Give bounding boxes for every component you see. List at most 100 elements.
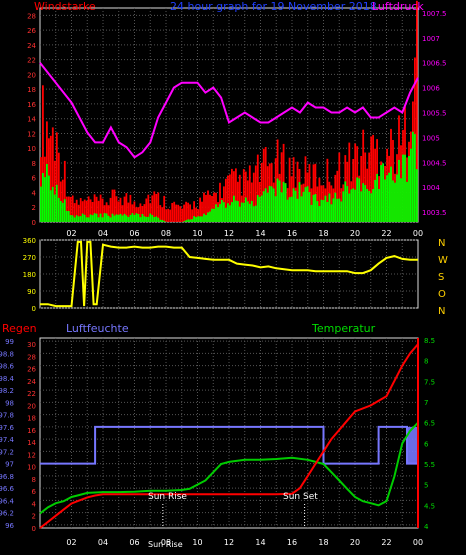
wind-tick-label: 10 xyxy=(27,145,36,153)
wind-avg-bar xyxy=(225,207,227,222)
wind-gust-bar xyxy=(201,201,203,222)
pressure-tick-label: 1003.5 xyxy=(422,209,447,217)
humidity-tick-label: 96 xyxy=(5,522,14,530)
wind-avg-bar xyxy=(238,206,241,222)
humidity-tick-label: 98.6 xyxy=(0,363,15,371)
wind-avg-bar xyxy=(48,175,50,222)
wind-avg-bar xyxy=(360,191,363,222)
wind-avg-bar xyxy=(324,195,327,222)
wind-avg-bar xyxy=(378,189,380,222)
wind-gust-bar xyxy=(163,195,166,222)
wind-gust-bar xyxy=(85,200,88,222)
rain-tick-label: 14 xyxy=(27,439,36,447)
wind-gust-bar xyxy=(360,156,363,222)
humidity-tick-label: 96.8 xyxy=(0,473,14,481)
wind-avg-bar xyxy=(260,195,263,222)
wind-gust-bar xyxy=(191,209,193,222)
wind-avg-bar xyxy=(398,159,400,222)
wind-avg-bar xyxy=(89,214,92,222)
wind-avg-bar xyxy=(71,215,74,222)
time-tick-label: 22 xyxy=(381,229,391,238)
direction-tick-label: 90 xyxy=(27,288,36,296)
wind-avg-bar xyxy=(352,188,355,222)
rain-tick-label: 6 xyxy=(32,488,37,496)
humidity-tick-label: 97.2 xyxy=(0,448,14,456)
sunrise-axis-label: Sun Rise xyxy=(148,540,183,549)
wind-avg-bar xyxy=(370,193,373,222)
time-tick-label: 04 xyxy=(98,229,108,238)
temperature-tick-label: 4 xyxy=(424,523,429,531)
wind-avg-bar xyxy=(42,173,44,222)
wind-avg-bar xyxy=(99,213,102,222)
wind-gust-bar xyxy=(165,209,168,222)
wind-gust-bar xyxy=(89,199,92,222)
wind-avg-bar xyxy=(356,177,359,222)
time-tick-label: 06 xyxy=(129,229,139,238)
wind-gust-bar xyxy=(147,194,150,222)
wind-avg-bar xyxy=(406,181,408,222)
temperature-line xyxy=(39,422,419,515)
wind-avg-bar xyxy=(272,188,275,222)
wind-avg-bar xyxy=(209,211,211,222)
humidity-tick-label: 97.8 xyxy=(0,412,14,420)
wind-avg-bar xyxy=(240,202,243,222)
time-tick-label: 20 xyxy=(350,229,360,238)
wind-gust-bar xyxy=(69,197,72,222)
wind-avg-bar xyxy=(235,200,237,222)
wind-gust-bar xyxy=(219,182,221,222)
wind-avg-bar xyxy=(308,192,311,222)
wind-avg-bar xyxy=(187,219,189,222)
wind-gust-bar xyxy=(95,196,98,222)
wind-gust-bar xyxy=(368,152,371,222)
wind-avg-bar xyxy=(242,202,245,222)
wind-avg-bar xyxy=(384,179,386,222)
wind-gust-bar xyxy=(179,206,182,222)
wind-avg-bar xyxy=(101,217,104,222)
wind-avg-bar xyxy=(248,203,251,222)
pressure-tick-label: 1007 xyxy=(422,35,440,43)
sunrise-label: Sun Rise xyxy=(148,492,187,502)
rain-tick-label: 28 xyxy=(27,353,36,361)
wind-gust-bar xyxy=(99,194,102,222)
wind-gust-bar xyxy=(248,165,251,222)
wind-avg-bar xyxy=(254,205,257,222)
wind-avg-bar xyxy=(57,197,60,222)
wind-gust-bar xyxy=(81,201,84,222)
wind-gust-bar xyxy=(121,205,124,222)
wind-avg-bar xyxy=(147,216,150,222)
wind-gust-bar xyxy=(256,154,259,222)
wind-avg-bar xyxy=(342,191,345,222)
wind-avg-bar xyxy=(127,217,130,222)
wind-avg-bar xyxy=(229,205,231,222)
time-tick-label: 14 xyxy=(255,229,265,238)
wind-avg-bar xyxy=(250,200,253,222)
rain-line xyxy=(39,343,419,529)
wind-avg-bar xyxy=(362,183,365,222)
wind-avg-bar xyxy=(55,184,58,222)
wind-avg-bar xyxy=(97,217,100,222)
wind-avg-bar xyxy=(332,198,335,222)
wind-gust-bar xyxy=(125,193,128,222)
rain-tick-label: 20 xyxy=(27,402,36,410)
wind-gust-bar xyxy=(113,189,116,222)
wind-avg-bar xyxy=(320,199,323,222)
humidity-tick-label: 96.6 xyxy=(0,485,15,493)
wind-avg-bar xyxy=(195,217,197,222)
wind-gust-bar xyxy=(231,168,233,222)
wind-gust-bar xyxy=(238,174,241,222)
wind-avg-bar xyxy=(105,213,108,222)
time-tick-label: 00 xyxy=(413,538,423,547)
wind-gust-bar xyxy=(348,142,351,222)
wind-avg-bar xyxy=(322,200,325,222)
wind-avg-bar xyxy=(382,163,384,222)
wind-gust-bar xyxy=(67,196,70,222)
time-tick-label: 08 xyxy=(161,538,171,547)
wind-gust-bar xyxy=(107,205,110,222)
wind-avg-bar xyxy=(294,190,297,222)
wind-avg-bar xyxy=(312,194,315,222)
wind-avg-bar xyxy=(237,201,239,222)
wind-gust-bar xyxy=(338,152,341,222)
wind-gust-bar xyxy=(262,148,265,222)
wind-tick-label: 6 xyxy=(32,175,37,183)
wind-avg-bar xyxy=(40,186,42,222)
